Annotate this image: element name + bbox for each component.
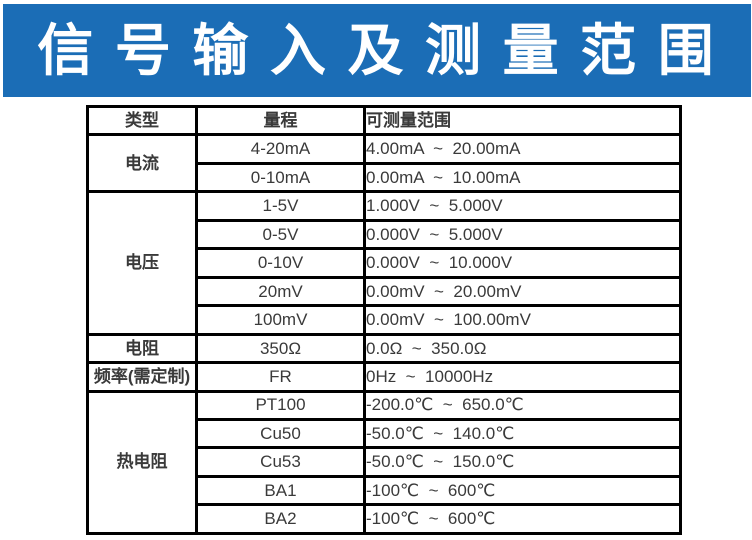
measurable-span-cell: 1.000V ~ 5.000V: [363, 190, 682, 222]
type-cell: 电流: [86, 133, 198, 194]
range-cell: 0-10mA: [195, 161, 366, 194]
measurable-span-cell: 0.000V ~ 5.000V: [363, 218, 682, 251]
range-cell: FR: [195, 361, 366, 393]
range-cell: PT100: [195, 389, 366, 422]
title-banner: 信 号 输 入 及 测 量 范 围: [3, 4, 751, 97]
measurable-span-cell: 4.00mA ~ 20.00mA: [363, 133, 682, 165]
type-cell: 频率(需定制): [86, 361, 198, 393]
measurable-span-cell: 0.00mV ~ 100.00mV: [363, 304, 682, 336]
table-row: 电阻 350Ω 0.0Ω ~ 350.0Ω: [86, 332, 682, 365]
table-row: 0-5V 0.000V ~ 5.000V: [88, 218, 682, 251]
range-cell: 0-10V: [195, 247, 366, 279]
table-row: 电流 4-20mA 4.00mA ~ 20.00mA: [86, 133, 682, 194]
range-cell: Cu50: [195, 417, 366, 450]
measurable-span-cell: 0.00mA ~ 10.00mA: [363, 161, 682, 194]
table-row: BA2 -100℃ ~ 600℃: [88, 503, 682, 535]
type-cell: 电压: [86, 190, 198, 336]
type-cell: 电阻: [86, 332, 198, 365]
measurable-span-cell: -200.0℃ ~ 650.0℃: [363, 389, 682, 422]
measurable-span-cell: 0Hz ~ 10000Hz: [363, 361, 682, 393]
range-cell: Cu53: [195, 446, 366, 478]
range-cell: 100mV: [195, 304, 366, 336]
table-row: 100mV 0.00mV ~ 100.00mV: [88, 304, 682, 336]
table-row: Cu53 -50.0℃ ~ 150.0℃: [88, 446, 682, 478]
measurement-table: 类型 量程 可测量范围 电流 4-20mA 4.00mA ~ 20.00mA 0-10mA 0…: [86, 104, 682, 536]
column-header: 类型: [86, 104, 198, 137]
table-row: 电压 1-5V 1.000V ~ 5.000V: [86, 190, 682, 336]
measurable-span-cell: -100℃ ~ 600℃: [363, 474, 682, 507]
type-cell: 热电阻: [86, 389, 198, 536]
range-cell: 1-5V: [195, 190, 366, 222]
measurement-table-body: 类型 量程 可测量范围 电流 4-20mA 4.00mA ~ 20.00mA 0-10mA 0…: [86, 104, 682, 536]
table-row: Cu50 -50.0℃ ~ 140.0℃: [88, 417, 682, 450]
range-cell: BA1: [195, 474, 366, 507]
page-title: 信 号 输 入 及 测 量 范 围: [37, 18, 717, 82]
measurable-span-cell: -50.0℃ ~ 140.0℃: [363, 417, 682, 450]
column-header: 量程: [195, 104, 366, 137]
table-row: BA1 -100℃ ~ 600℃: [88, 474, 682, 507]
range-cell: 0-5V: [195, 218, 366, 251]
measurable-span-cell: -100℃ ~ 600℃: [363, 503, 682, 535]
table-row: 热电阻 PT100 -200.0℃ ~ 650.0℃: [86, 389, 682, 536]
range-cell: 350Ω: [195, 332, 366, 365]
table-row: 0-10V 0.000V ~ 10.000V: [88, 247, 682, 279]
measurable-span-cell: 0.0Ω ~ 350.0Ω: [363, 332, 682, 365]
header-row: 类型 量程 可测量范围: [86, 104, 682, 137]
measurable-span-cell: 0.000V ~ 10.000V: [363, 247, 682, 279]
range-cell: 20mV: [195, 275, 366, 308]
table-row: 20mV 0.00mV ~ 20.00mV: [88, 275, 682, 308]
measurable-span-cell: 0.00mV ~ 20.00mV: [363, 275, 682, 308]
table-row: 频率(需定制) FR 0Hz ~ 10000Hz: [86, 361, 682, 393]
measurable-span-cell: -50.0℃ ~ 150.0℃: [363, 446, 682, 478]
column-header: 可测量范围: [363, 104, 682, 137]
range-cell: 4-20mA: [195, 133, 366, 165]
range-cell: BA2: [195, 503, 366, 535]
table-row: 0-10mA 0.00mA ~ 10.00mA: [88, 161, 682, 194]
